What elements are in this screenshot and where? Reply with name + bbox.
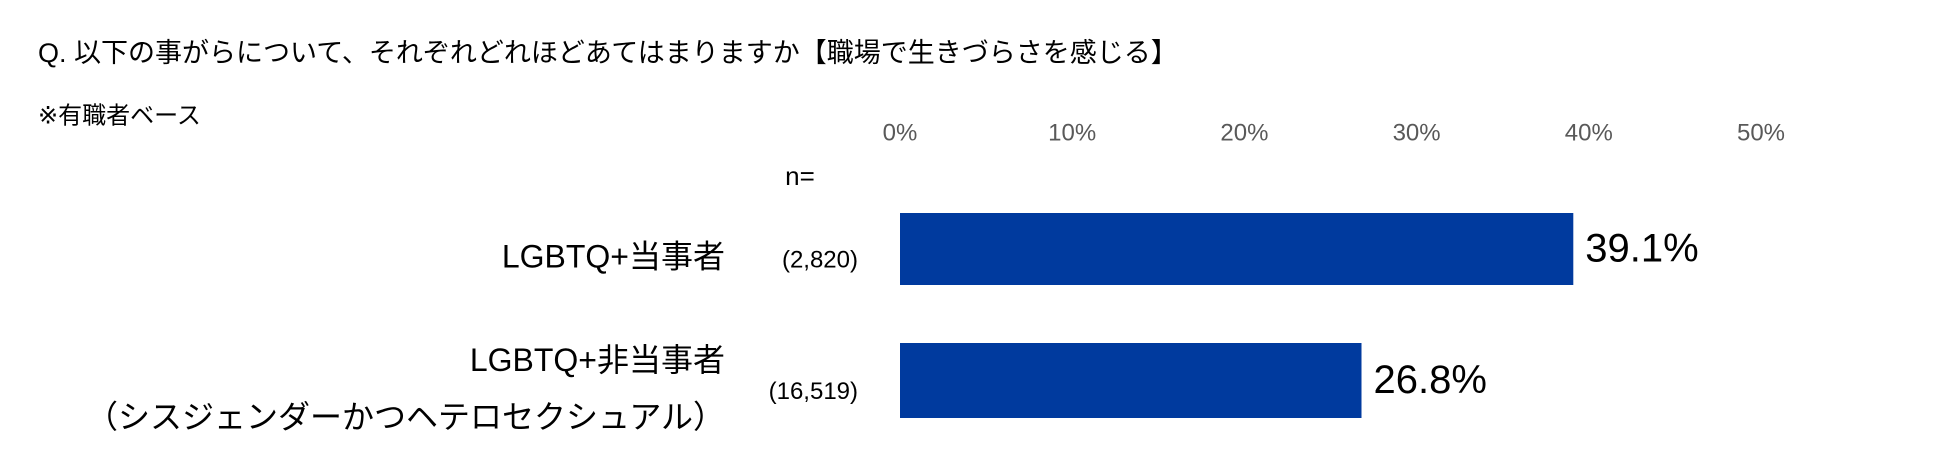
n-label: n= — [785, 161, 815, 191]
x-tick-label: 30% — [1393, 119, 1441, 146]
value-label: 26.8% — [1373, 358, 1486, 402]
n-value: (2,820) — [782, 246, 858, 273]
bar — [900, 213, 1574, 285]
category-label: LGBTQ+当事者 — [501, 238, 725, 275]
bar — [900, 343, 1362, 418]
x-tick-label: 0% — [883, 119, 918, 146]
x-tick-label: 40% — [1565, 119, 1613, 146]
x-tick-label: 20% — [1220, 119, 1268, 146]
category-label: LGBTQ+非当事者 （シスジェンダーかつヘテロセクシュアル） — [85, 341, 725, 435]
value-label: 39.1% — [1585, 227, 1698, 271]
x-tick-label: 50% — [1737, 119, 1785, 146]
chart-subtitle: ※有職者ベース — [38, 102, 201, 129]
x-tick-label: 10% — [1048, 119, 1096, 146]
chart-title: Q. 以下の事がらについて、それぞれどれほどあてはまりますか【職場で生きづらさを… — [38, 38, 1178, 68]
n-value: (16,519) — [769, 378, 858, 405]
